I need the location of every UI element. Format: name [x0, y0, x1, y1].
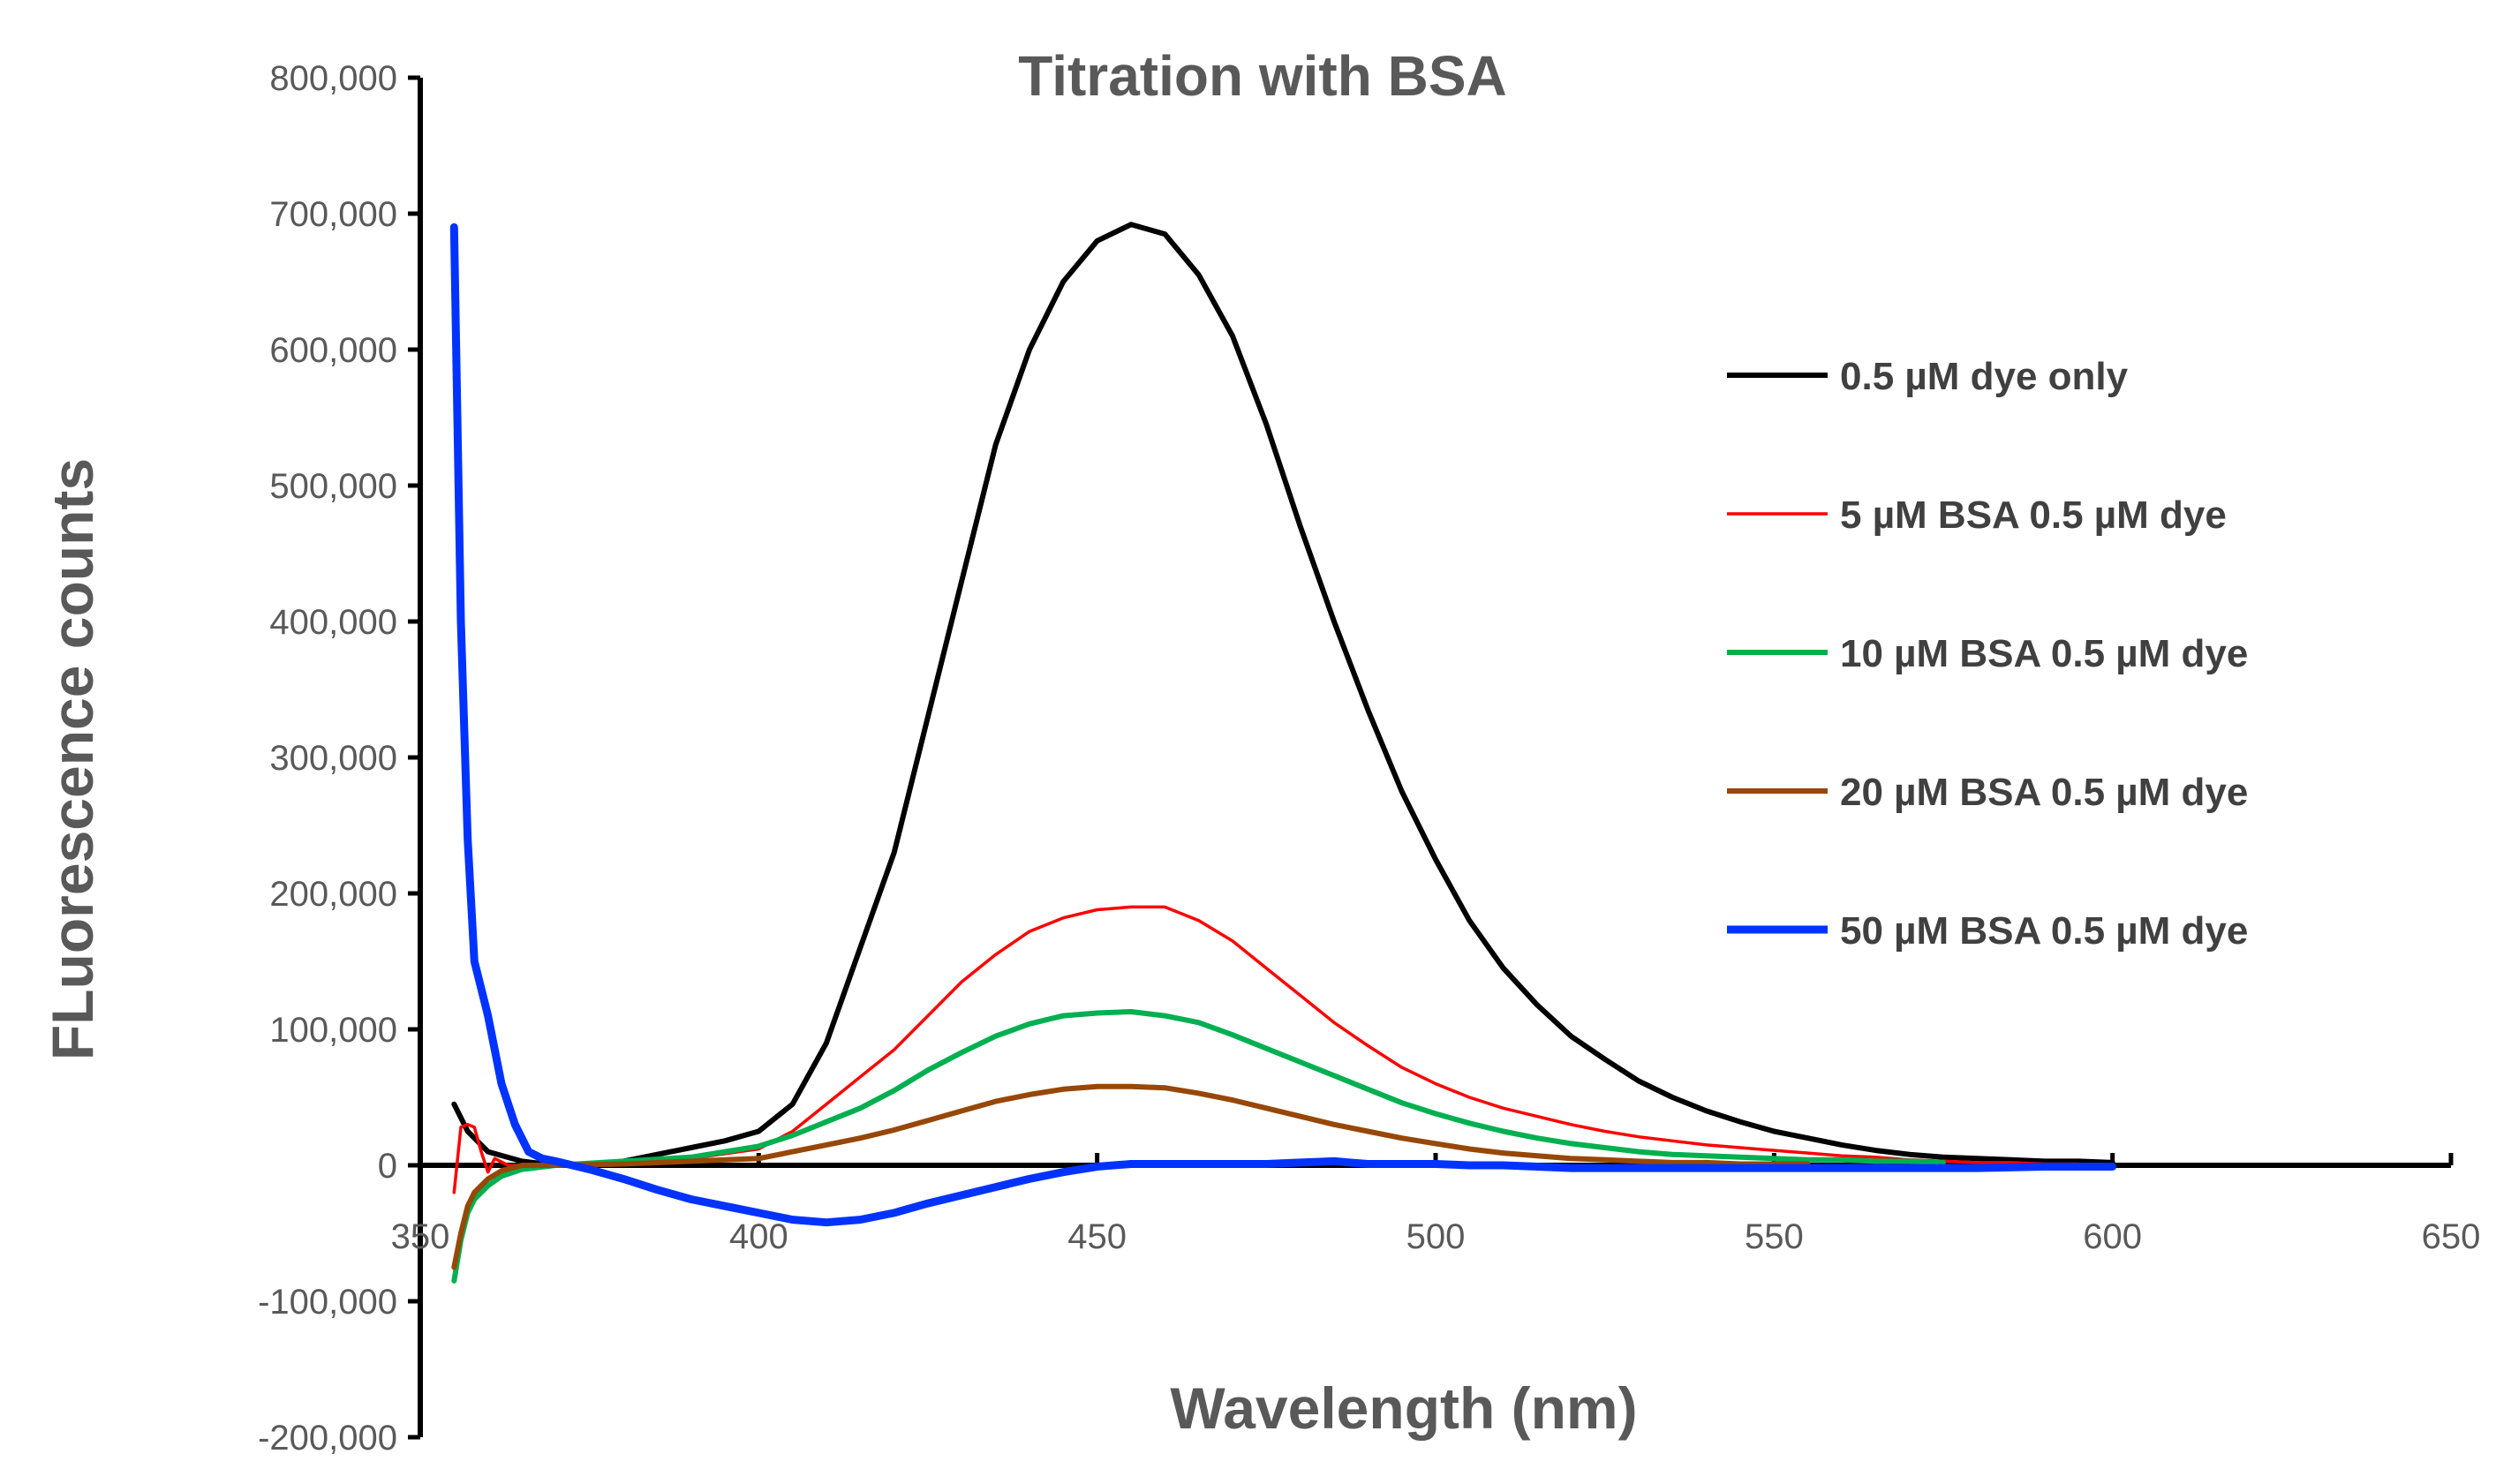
y-tick-label: 700,000 [269, 195, 397, 234]
y-axis-label: FLuorescence counts [40, 458, 105, 1060]
series-line-1 [451, 222, 2115, 1168]
x-tick-label: 500 [1406, 1217, 1466, 1256]
legend-label-4: 20 µM BSA 0.5 µM dye [1840, 771, 2248, 814]
y-tick-label: 300,000 [269, 739, 397, 778]
legend-label-2: 5 µM BSA 0.5 µM dye [1840, 493, 2227, 537]
x-axis-label: Wavelength (nm) [1170, 1375, 1637, 1441]
x-tick-label: 650 [2422, 1217, 2481, 1256]
y-tick-label: -200,000 [258, 1419, 397, 1458]
x-tick-label: 400 [729, 1217, 788, 1256]
legend-label-5: 50 µM BSA 0.5 µM dye [1840, 909, 2248, 953]
series-line-5 [449, 222, 2117, 1227]
y-axis: -200,000 -100,000 0 100,000 200,000 300,000 40… [258, 59, 423, 1458]
x-tick-label: 550 [1745, 1217, 1804, 1256]
y-tick-label: 500,000 [269, 467, 397, 506]
y-tick-label: 800,000 [269, 59, 397, 98]
series-lines [449, 222, 2117, 1284]
legend-label-3: 10 µM BSA 0.5 µM dye [1840, 632, 2248, 675]
legend: 0.5 µM dye only 5 µM BSA 0.5 µM dye 10 µM … [1727, 355, 2248, 953]
x-tick-label: 350 [391, 1217, 450, 1256]
x-tick-label: 600 [2083, 1217, 2142, 1256]
x-tick-label: 450 [1067, 1217, 1127, 1256]
legend-label-1: 0.5 µM dye only [1840, 355, 2129, 398]
chart-title: Titration with BSA [1018, 44, 1506, 108]
series-line-4 [451, 1083, 1811, 1270]
y-tick-label: -100,000 [258, 1283, 397, 1322]
y-tick-label: 0 [378, 1147, 397, 1186]
y-tick-label: 200,000 [269, 875, 397, 914]
y-tick-label: 400,000 [269, 603, 397, 642]
y-tick-label: 600,000 [269, 331, 397, 370]
y-tick-label: 100,000 [269, 1011, 397, 1050]
